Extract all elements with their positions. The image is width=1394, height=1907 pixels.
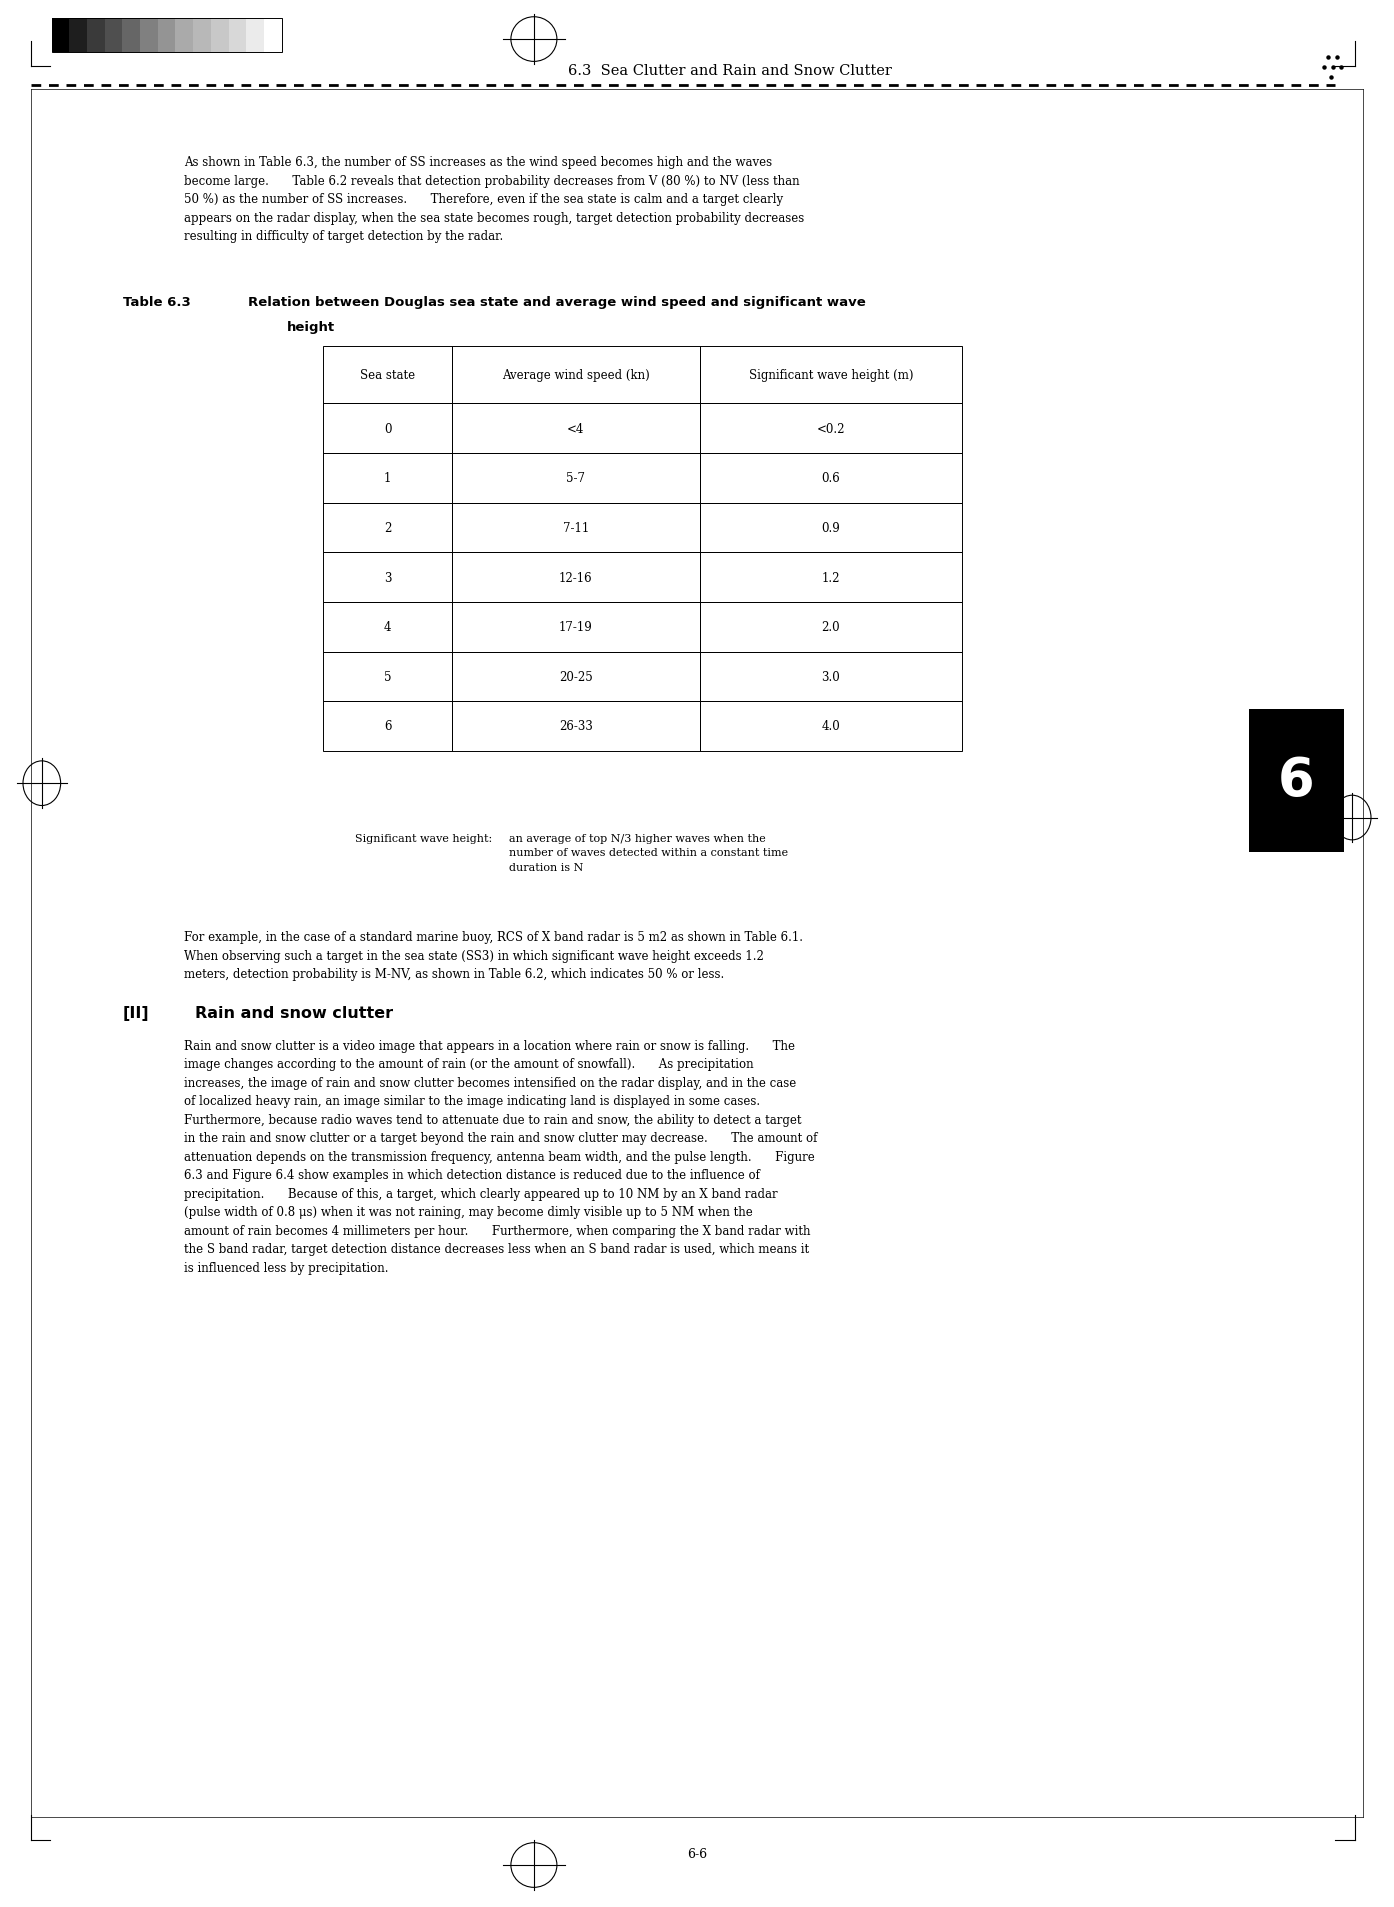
Bar (70, 19, 86, 53)
Bar (452, 553, 700, 603)
Text: Average wind speed (kn): Average wind speed (kn) (502, 370, 650, 381)
Text: <4: <4 (567, 423, 584, 435)
Bar (1249, 709, 1344, 852)
Bar (247, 19, 263, 53)
Text: 1: 1 (383, 473, 392, 484)
Bar (123, 19, 139, 53)
Bar (323, 454, 452, 503)
Bar (452, 454, 700, 503)
Text: 2.0: 2.0 (821, 622, 841, 633)
Text: 6: 6 (1278, 755, 1315, 807)
Bar (52, 19, 70, 53)
Text: 4: 4 (383, 622, 392, 633)
Bar (323, 553, 452, 603)
Bar (700, 553, 962, 603)
Bar (263, 19, 282, 53)
Bar (323, 652, 452, 702)
Bar (323, 702, 452, 751)
Text: Significant wave height (m): Significant wave height (m) (749, 370, 913, 381)
Bar (323, 404, 452, 454)
Text: Rain and snow clutter is a video image that appears in a location where rain or : Rain and snow clutter is a video image t… (184, 1039, 817, 1274)
Text: 6: 6 (383, 721, 392, 732)
Text: 6-6: 6-6 (687, 1848, 707, 1859)
Bar (700, 652, 962, 702)
Bar (452, 404, 700, 454)
Text: 0.9: 0.9 (821, 523, 841, 534)
Text: For example, in the case of a standard marine buoy, RCS of X band radar is 5 m2 : For example, in the case of a standard m… (184, 931, 803, 980)
Text: Table 6.3: Table 6.3 (123, 296, 191, 309)
Text: Relation between Douglas sea state and average wind speed and significant wave: Relation between Douglas sea state and a… (248, 296, 866, 309)
Text: 7-11: 7-11 (563, 523, 588, 534)
Text: 12-16: 12-16 (559, 572, 592, 584)
Text: 2: 2 (383, 523, 392, 534)
Text: 5-7: 5-7 (566, 473, 585, 484)
Text: As shown in Table 6.3, the number of SS increases as the wind speed becomes high: As shown in Table 6.3, the number of SS … (184, 156, 804, 244)
Bar (86, 19, 105, 53)
Bar (229, 19, 247, 53)
Text: 0: 0 (383, 423, 392, 435)
Text: 3.0: 3.0 (821, 671, 841, 683)
Bar (452, 702, 700, 751)
Bar (52, 19, 282, 53)
Bar (452, 652, 700, 702)
Text: an average of top N/3 higher waves when the
number of waves detected within a co: an average of top N/3 higher waves when … (509, 833, 788, 871)
Bar (323, 603, 452, 652)
Text: height: height (287, 320, 336, 334)
Text: 20-25: 20-25 (559, 671, 592, 683)
Text: Sea state: Sea state (360, 370, 415, 381)
Text: 26-33: 26-33 (559, 721, 592, 732)
Bar (452, 603, 700, 652)
Bar (700, 347, 962, 404)
Bar (323, 503, 452, 553)
Bar (700, 404, 962, 454)
Text: 1.2: 1.2 (821, 572, 841, 584)
Bar (323, 347, 452, 404)
Text: 0.6: 0.6 (821, 473, 841, 484)
Bar (700, 702, 962, 751)
Bar (452, 347, 700, 404)
Bar (176, 19, 194, 53)
Bar (700, 603, 962, 652)
Bar (105, 19, 123, 53)
Text: <0.2: <0.2 (817, 423, 845, 435)
Text: 6.3  Sea Clutter and Rain and Snow Clutter: 6.3 Sea Clutter and Rain and Snow Clutte… (569, 63, 892, 78)
Bar (700, 503, 962, 553)
Text: Significant wave height:: Significant wave height: (355, 833, 492, 843)
Bar (700, 454, 962, 503)
Text: 3: 3 (383, 572, 392, 584)
Text: 4.0: 4.0 (821, 721, 841, 732)
Bar (194, 19, 210, 53)
Bar (452, 503, 700, 553)
Text: 17-19: 17-19 (559, 622, 592, 633)
Bar (139, 19, 158, 53)
Text: [II]: [II] (123, 1005, 149, 1020)
Text: 5: 5 (383, 671, 392, 683)
Bar (158, 19, 176, 53)
Bar (210, 19, 229, 53)
Text: Rain and snow clutter: Rain and snow clutter (195, 1005, 393, 1020)
